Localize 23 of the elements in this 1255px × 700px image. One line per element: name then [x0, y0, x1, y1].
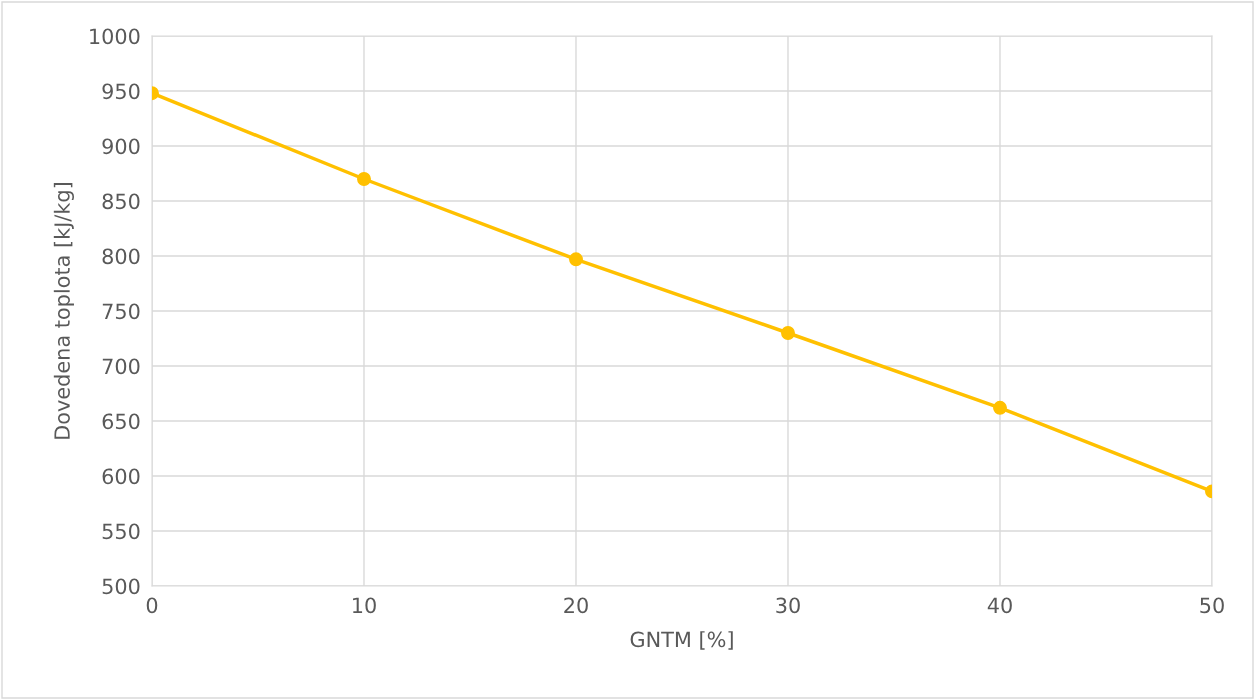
x-tick-label: 0 — [146, 597, 158, 614]
y-tick-label: 550 — [102, 523, 140, 540]
x-tick-label: 50 — [1200, 597, 1224, 614]
point — [569, 252, 583, 267]
y-tick-label: 1000 — [90, 28, 140, 45]
x-axis-title: GNTM [%] — [630, 631, 733, 650]
y-axis-title: Dovedena toplota [kJ/kg] — [53, 183, 74, 439]
point — [781, 326, 795, 340]
y-tick-label: 900 — [102, 138, 140, 155]
y-tick-label: 750 — [102, 303, 140, 320]
y-tick-label: 600 — [102, 468, 140, 485]
y-tick-label: 950 — [102, 83, 140, 100]
point — [357, 172, 371, 186]
x-tick-label: 10 — [353, 597, 376, 614]
x-tick-label: 30 — [776, 597, 800, 614]
y-tick-label: 500 — [102, 578, 140, 595]
point — [993, 400, 1007, 415]
x-tick-label: 40 — [987, 597, 1012, 614]
x-tick-label: 20 — [564, 597, 588, 614]
y-tick-label: 850 — [102, 193, 140, 210]
y-tick-label: 700 — [102, 358, 140, 375]
y-tick-label: 800 — [102, 248, 140, 265]
y-tick-label: 650 — [102, 413, 140, 430]
